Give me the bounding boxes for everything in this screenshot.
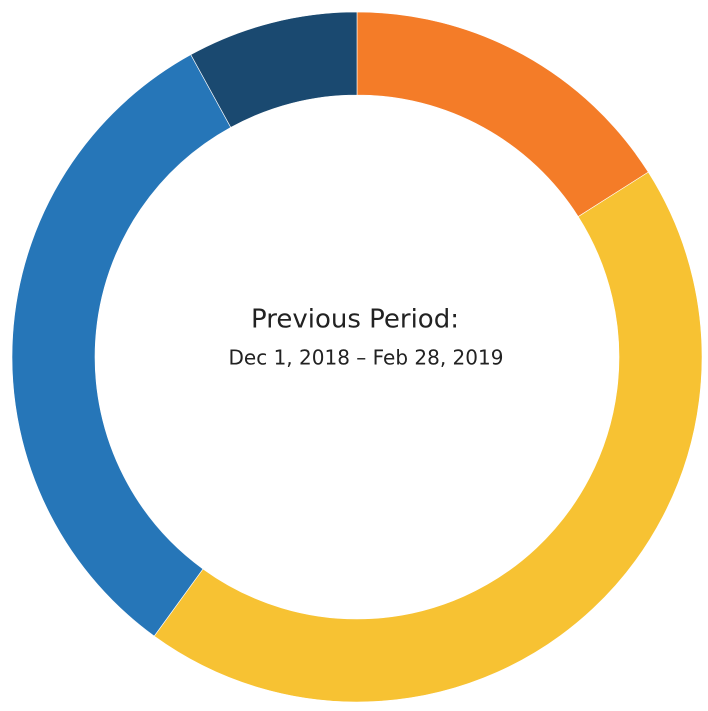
center-subtitle: Dec 1, 2018 – Feb 28, 2019 xyxy=(229,346,504,370)
donut-segment xyxy=(153,171,703,703)
donut-segment xyxy=(11,54,232,637)
donut-segment xyxy=(190,11,358,128)
donut xyxy=(11,11,703,703)
donut-segment xyxy=(356,11,649,218)
center-title: Previous Period: xyxy=(251,305,459,335)
